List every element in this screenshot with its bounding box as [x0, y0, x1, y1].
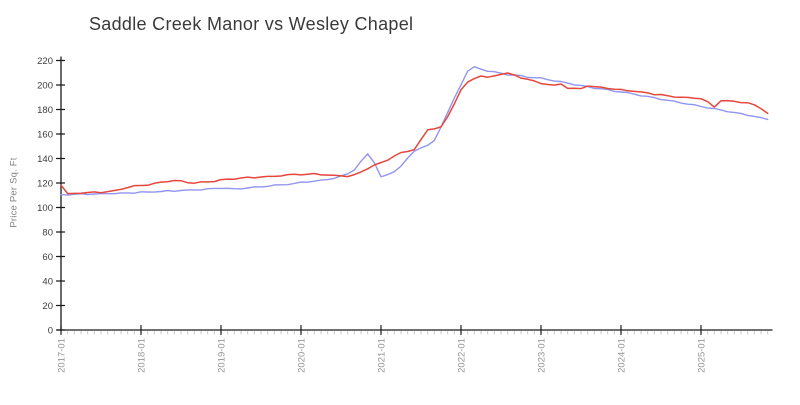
y-tick-label: 180	[37, 105, 53, 116]
x-tick-label: 2025-01	[697, 338, 708, 373]
series-line-wesley-chapel	[60, 72, 769, 195]
x-tick-label: 2024-01	[617, 338, 628, 373]
y-tick-label: 80	[42, 228, 53, 239]
y-tick-label: 40	[42, 277, 53, 288]
x-tick-label: 2023-01	[537, 338, 548, 373]
x-tick-label: 2017-01	[57, 338, 68, 373]
series-line-saddle-creek-manor	[60, 65, 769, 196]
x-tick-label: 2019-01	[217, 338, 228, 373]
x-tick-label: 2022-01	[457, 338, 468, 373]
y-tick-label: 100	[37, 203, 53, 214]
y-tick-label: 160	[37, 130, 53, 141]
y-tick-label: 20	[42, 301, 53, 312]
y-tick-label: 220	[37, 56, 53, 67]
chart-title: Saddle Creek Manor vs Wesley Chapel	[89, 14, 414, 34]
y-axis-title: Price Per Sq. Ft	[8, 157, 20, 228]
y-tick-label: 0	[48, 326, 53, 337]
x-tick-label: 2021-01	[377, 338, 388, 373]
y-tick-label: 200	[37, 81, 53, 92]
y-tick-label: 120	[37, 179, 53, 190]
y-tick-label: 140	[37, 154, 53, 165]
x-tick-label: 2018-01	[137, 338, 148, 373]
y-tick-label: 60	[42, 252, 53, 263]
x-tick-label: 2020-01	[297, 338, 308, 373]
